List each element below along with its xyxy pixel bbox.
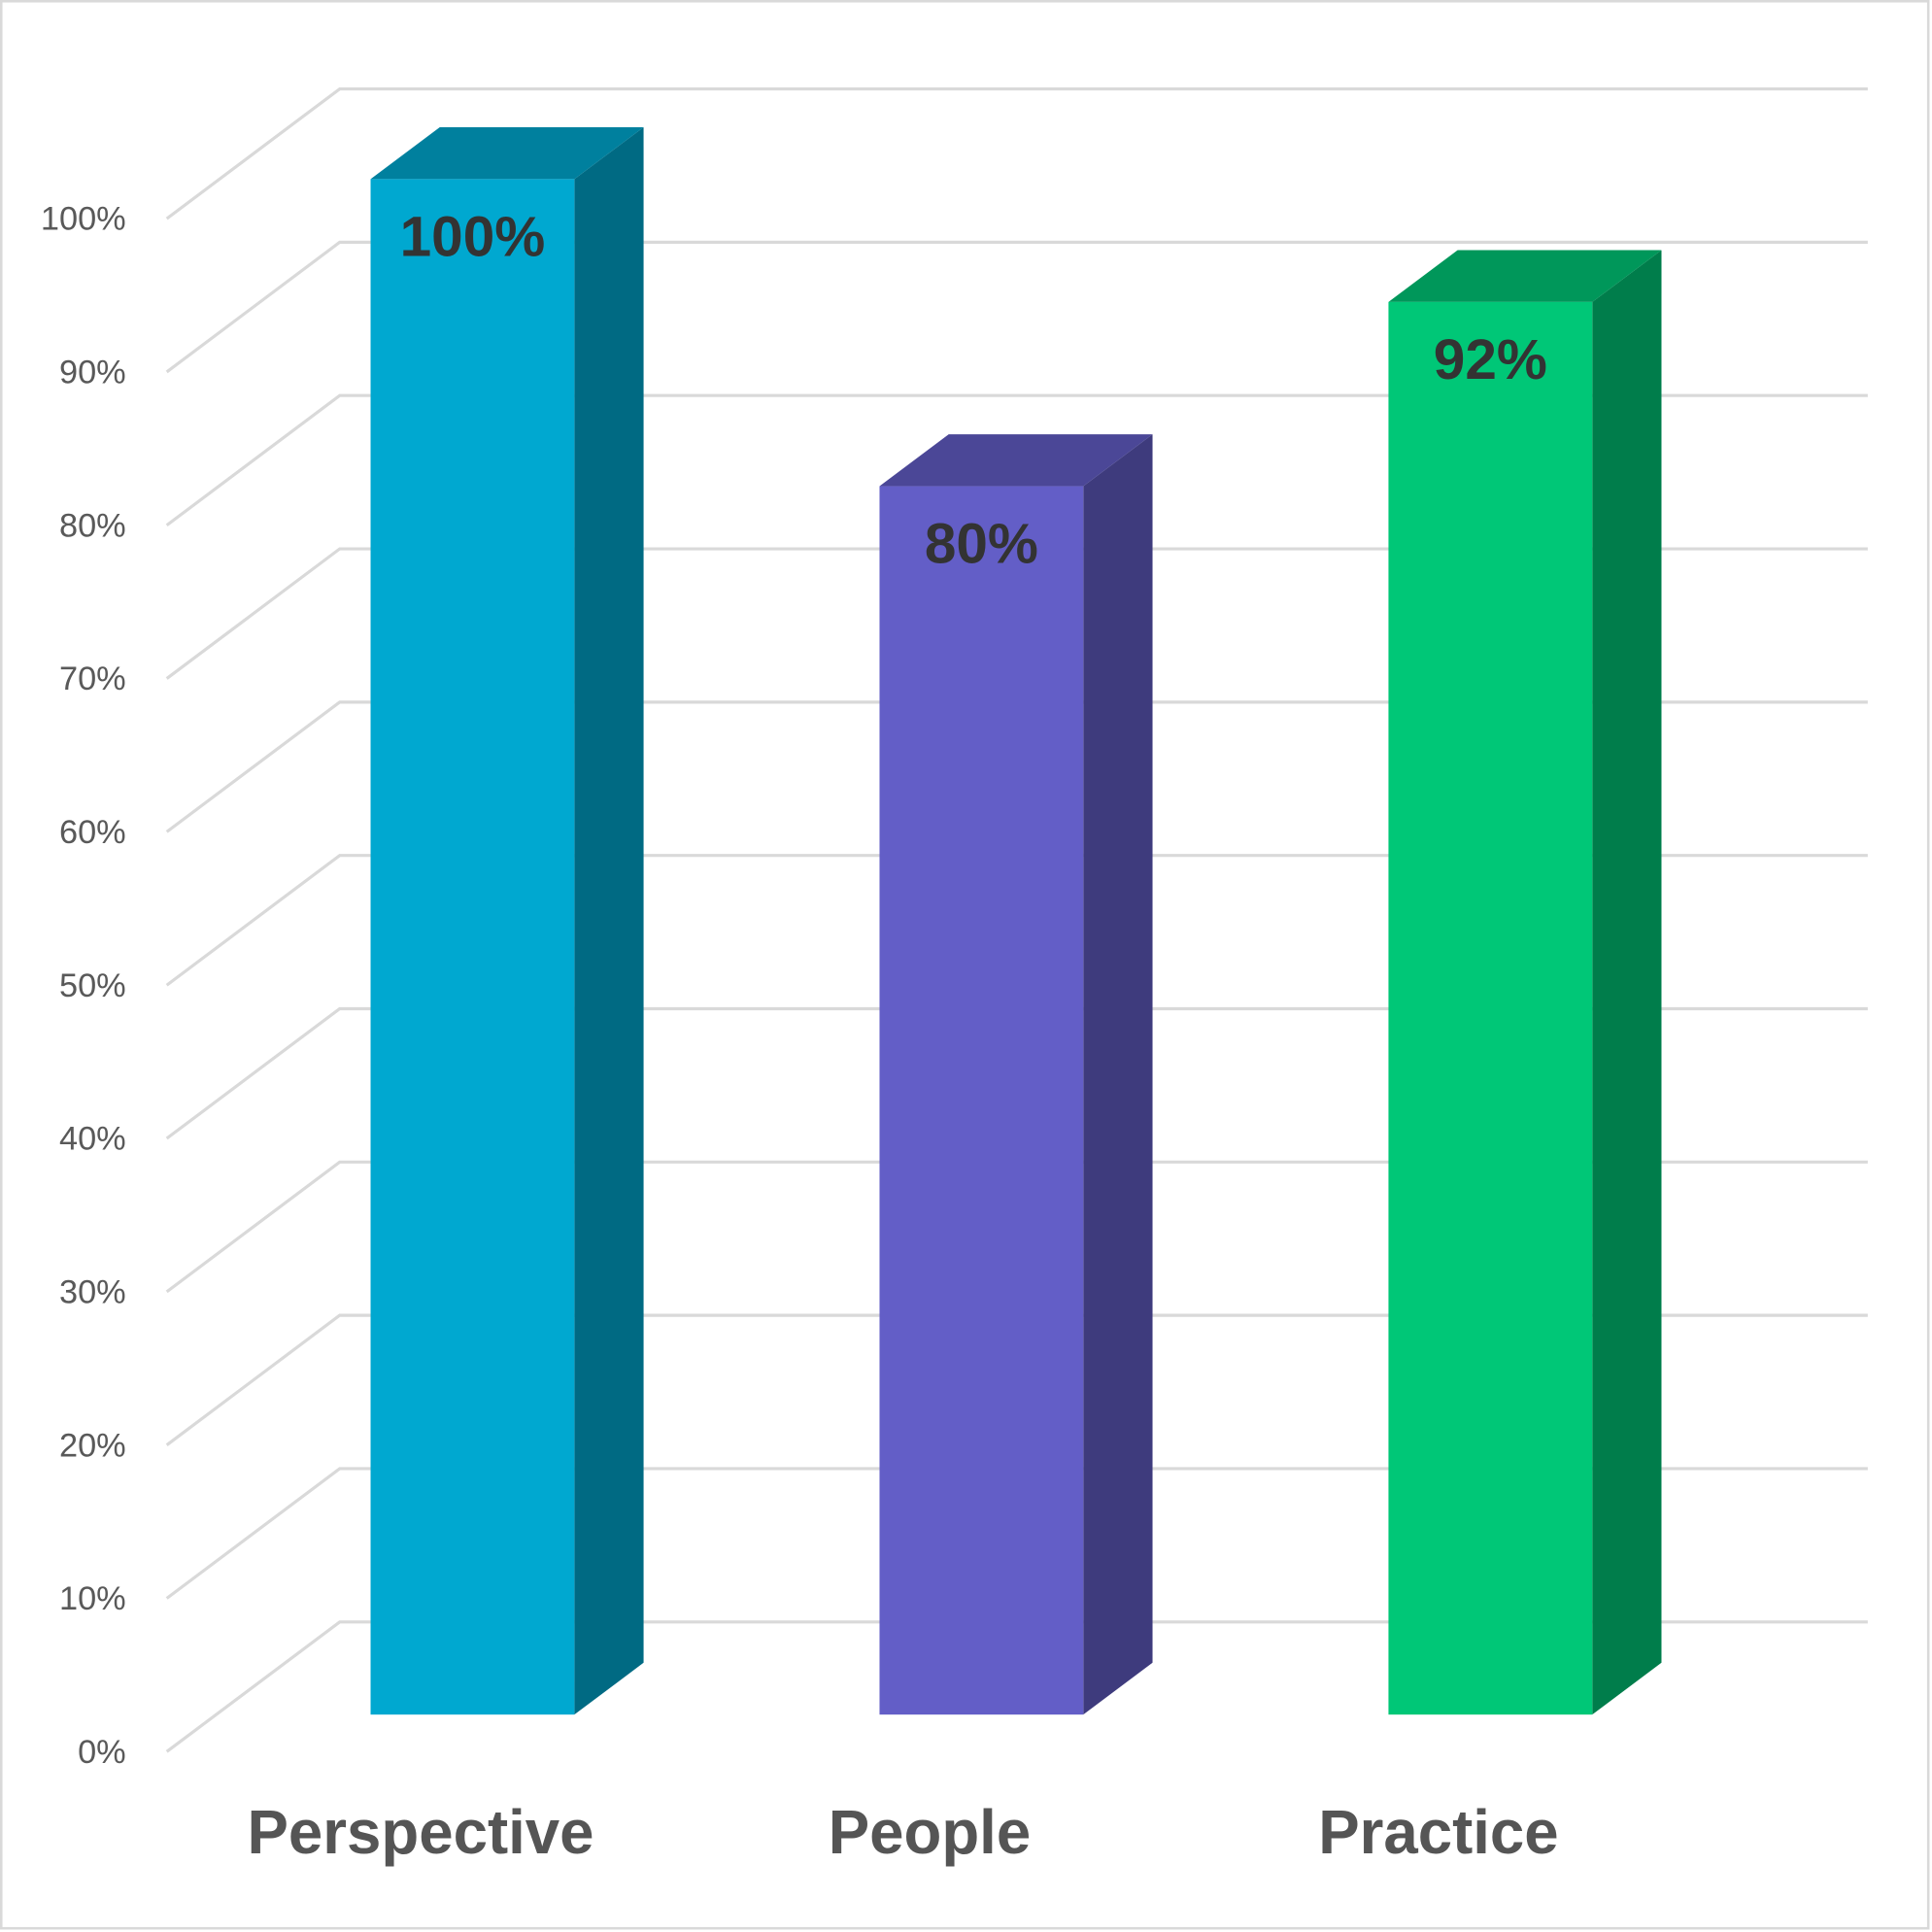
bar-top <box>879 434 1153 487</box>
value-label: 80% <box>925 513 1038 576</box>
bar-top <box>1388 250 1662 302</box>
grid-line <box>165 1313 1868 1446</box>
x-tick-label: Perspective <box>248 1798 594 1867</box>
grid-line <box>165 86 1868 220</box>
bar-side <box>1592 250 1662 1715</box>
y-tick-label: 60% <box>59 814 126 851</box>
x-tick-label: Practice <box>1318 1798 1558 1867</box>
bar <box>879 486 1084 1715</box>
grid-line <box>165 1160 1868 1294</box>
grid-line <box>165 854 1868 987</box>
y-tick-label: 20% <box>59 1427 126 1464</box>
value-label: 92% <box>1434 328 1547 391</box>
grid-line <box>165 700 1868 833</box>
y-tick-label: 0% <box>78 1734 126 1771</box>
bar <box>370 179 575 1715</box>
value-label: 100% <box>400 205 546 268</box>
grid-line <box>165 1467 1868 1600</box>
y-tick-label: 80% <box>59 507 126 544</box>
bar <box>1388 301 1593 1715</box>
y-tick-label: 10% <box>59 1580 126 1617</box>
bar-side <box>1083 434 1153 1715</box>
y-tick-label: 100% <box>41 201 126 238</box>
y-tick-label: 50% <box>59 967 126 1004</box>
x-tick-label: People <box>829 1798 1031 1867</box>
y-tick-label: 30% <box>59 1273 126 1310</box>
grid-line <box>165 1006 1868 1140</box>
y-tick-label: 90% <box>59 355 126 391</box>
y-tick-label: 70% <box>59 661 126 697</box>
grid-line <box>165 393 1868 527</box>
bar-top <box>370 126 644 180</box>
grid-line <box>165 240 1868 374</box>
grid-line <box>165 1620 1868 1753</box>
grid-line <box>165 547 1868 680</box>
y-tick-label: 40% <box>59 1121 126 1158</box>
bar-side <box>574 126 644 1715</box>
